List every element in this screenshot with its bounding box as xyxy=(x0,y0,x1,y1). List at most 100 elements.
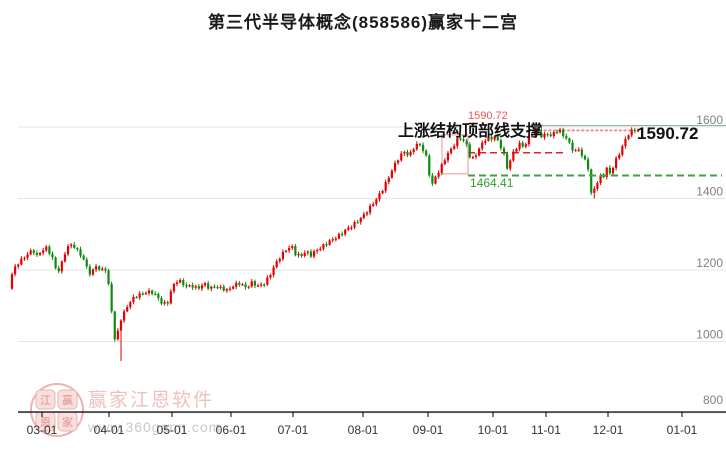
candle xyxy=(42,250,45,253)
watermark-logo-tile xyxy=(35,389,56,410)
candle xyxy=(630,129,633,136)
structure-box-layer xyxy=(441,134,469,175)
candle xyxy=(294,246,297,256)
candle xyxy=(434,176,437,184)
candle xyxy=(618,154,621,159)
x-axis-label: 08-01 xyxy=(348,423,379,437)
watermark-logo-char: 江 xyxy=(40,394,51,407)
candle xyxy=(624,138,627,147)
candle xyxy=(506,153,509,169)
candle xyxy=(596,182,599,189)
candle xyxy=(191,285,194,288)
candle xyxy=(474,155,478,157)
candle xyxy=(207,283,210,289)
candle xyxy=(104,268,107,271)
candle xyxy=(141,293,144,295)
candle xyxy=(337,233,341,239)
candle xyxy=(88,266,91,275)
candle xyxy=(518,142,521,149)
candle xyxy=(534,130,537,136)
candle xyxy=(138,293,141,298)
candle xyxy=(291,246,294,248)
candle xyxy=(10,274,14,289)
candle xyxy=(555,132,559,134)
candle xyxy=(241,284,244,286)
candle xyxy=(269,274,272,278)
candle xyxy=(325,244,328,246)
candle xyxy=(275,261,278,268)
candle xyxy=(552,132,555,137)
candle xyxy=(300,253,303,257)
chart-title: 第三代半导体概念(858586)赢家十二宫 xyxy=(207,13,519,32)
candle xyxy=(179,279,182,283)
candle xyxy=(110,283,113,312)
candle xyxy=(524,144,527,147)
candle xyxy=(499,140,502,149)
candle xyxy=(225,289,228,291)
candle xyxy=(35,252,39,255)
watermark-logo-tile xyxy=(57,389,78,410)
candle xyxy=(459,138,462,140)
candle xyxy=(384,182,387,191)
x-axis-label: 01-01 xyxy=(667,423,698,437)
candle xyxy=(210,286,213,289)
candle xyxy=(278,258,281,262)
candle xyxy=(350,227,353,229)
candle xyxy=(123,311,126,321)
candle xyxy=(20,258,23,265)
candle xyxy=(23,257,26,259)
candle xyxy=(565,135,568,139)
candle xyxy=(353,222,356,228)
candle xyxy=(98,266,101,270)
candle xyxy=(228,288,232,290)
candle xyxy=(418,143,422,146)
candle xyxy=(340,233,344,236)
candle xyxy=(415,143,418,150)
candle xyxy=(54,257,57,269)
grid-layer xyxy=(18,126,726,414)
candle xyxy=(213,286,216,288)
candle xyxy=(481,142,484,149)
candle xyxy=(116,330,119,340)
candle xyxy=(527,136,531,145)
candle xyxy=(185,284,188,287)
candle xyxy=(76,247,79,250)
candle xyxy=(82,255,85,260)
candle xyxy=(272,267,275,275)
x-axis-label: 06-01 xyxy=(216,423,247,437)
candle xyxy=(428,155,431,176)
candle xyxy=(356,222,359,224)
candle xyxy=(29,250,32,255)
y-axis-label: 1400 xyxy=(696,185,723,199)
candle xyxy=(400,153,403,161)
candle xyxy=(599,175,602,183)
candle xyxy=(549,134,552,137)
candle xyxy=(200,285,204,289)
candle xyxy=(375,199,378,205)
candle xyxy=(568,138,571,143)
candle xyxy=(362,214,365,218)
candle xyxy=(421,144,425,151)
candle xyxy=(543,133,546,138)
labels-layer: 上涨结构顶部线支撑 1590.72 1464.41 1590.72 xyxy=(398,110,698,190)
candle xyxy=(344,229,347,235)
candle xyxy=(91,269,95,275)
candle xyxy=(593,188,596,193)
candle xyxy=(188,285,191,287)
candle xyxy=(235,282,238,287)
candle xyxy=(14,266,17,275)
candle xyxy=(512,151,515,161)
candle xyxy=(369,205,372,213)
candle xyxy=(38,252,42,255)
candle xyxy=(443,160,446,165)
candle xyxy=(238,282,241,285)
candle xyxy=(163,302,166,304)
candle xyxy=(456,138,459,147)
candle xyxy=(144,293,148,295)
watermark-logo-circle xyxy=(30,383,84,437)
candle xyxy=(412,149,415,152)
candle xyxy=(197,286,200,289)
candle xyxy=(316,250,319,252)
candle xyxy=(194,286,197,288)
